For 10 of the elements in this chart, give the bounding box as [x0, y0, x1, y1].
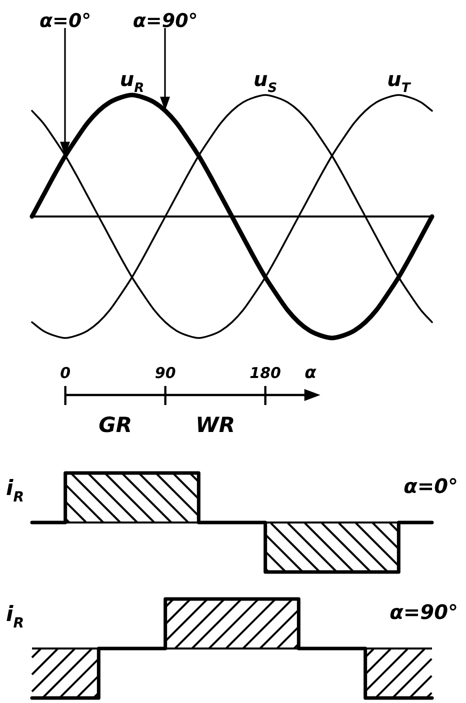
text: WR [196, 413, 236, 437]
annotation: α=0° [404, 474, 458, 498]
x-tick-label: 0 [60, 364, 71, 382]
x-tick-label: 90 [154, 364, 176, 382]
annotation: α=90° [132, 10, 198, 32]
annotation: α=90° [390, 600, 458, 624]
x-axis-title: α [304, 363, 317, 383]
text: GR [98, 413, 132, 437]
annotation: α=0° [39, 10, 92, 32]
x-tick-label: 180 [250, 364, 281, 382]
